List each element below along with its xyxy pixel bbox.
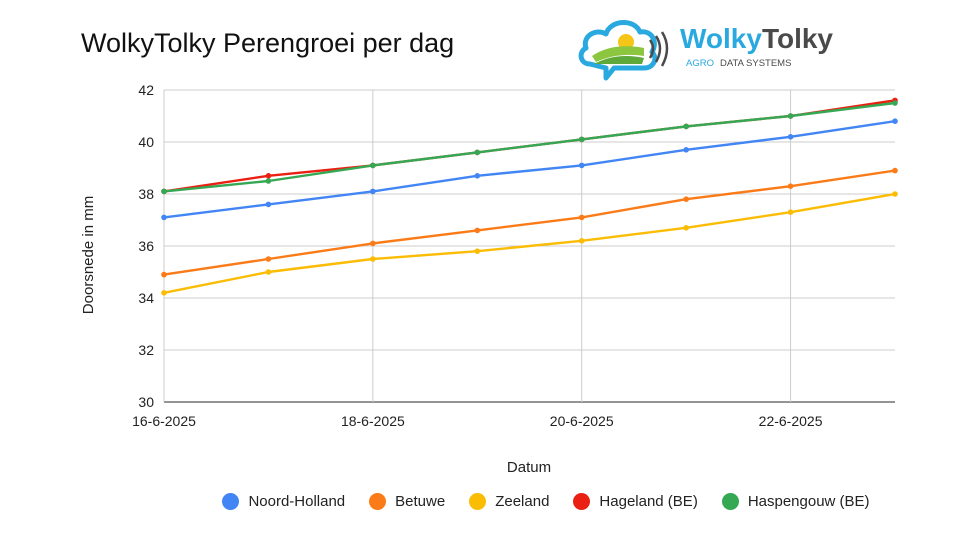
legend-label: Zeeland [495, 492, 550, 510]
data-point-noord-holland [578, 162, 585, 169]
data-point-betuwe [787, 183, 794, 189]
y-tick-label: 38 [138, 186, 154, 202]
y-tick-label: 30 [138, 394, 154, 410]
wolkytolky-logo: WolkyTolky AGRO DATA SYSTEMS [578, 12, 858, 82]
data-point-haspengouw-be [683, 123, 689, 130]
legend-marker [222, 492, 240, 510]
x-tick-label: 20-6-2025 [550, 413, 614, 429]
data-point-betuwe [265, 256, 272, 262]
logo-tagline-part2: DATA SYSTEMS [720, 58, 791, 69]
data-point-betuwe [370, 240, 376, 247]
legend-label: Noord-Holland [248, 492, 346, 510]
svg-text:WolkyTolky: WolkyTolky [680, 23, 833, 54]
series-line-haspengouw-be [163, 101, 896, 193]
series-lines [163, 99, 896, 294]
logo-tagline-part1: AGRO [686, 58, 714, 69]
data-point-noord-holland [474, 173, 481, 179]
y-tick-label: 40 [138, 134, 154, 150]
y-axis-ticks: 30 32 34 36 38 40 42 [138, 82, 154, 410]
y-tick-label: 32 [138, 342, 154, 358]
data-point-betuwe [892, 167, 898, 174]
data-point-betuwe [474, 227, 481, 234]
data-point-noord-holland [787, 134, 794, 140]
data-point-noord-holland [370, 188, 376, 195]
legend: Noord-Holland Betuwe Zeeland Hageland (BE) H… [0, 488, 960, 514]
data-point-zeeland [161, 290, 167, 296]
legend-item-haspengouw-be: Haspengouw (BE) [721, 488, 870, 514]
logo-name-part1: Wolky [680, 23, 762, 54]
legend-marker [573, 492, 591, 510]
data-point-betuwe [161, 271, 167, 278]
data-point-zeeland [683, 225, 689, 231]
data-point-noord-holland [892, 118, 898, 124]
legend-label: Hageland (BE) [599, 492, 698, 510]
data-point-hageland-be [265, 173, 272, 179]
legend-item-zeeland: Zeeland [469, 488, 549, 514]
data-point-haspengouw-be [578, 136, 585, 143]
x-axis-ticks: 16-6-2025 18-6-2025 20-6-2025 22-6-2025 [132, 413, 823, 429]
legend-marker [469, 492, 487, 510]
legend-label: Betuwe [395, 492, 446, 510]
y-axis-title: Doorsnede in mm [80, 196, 97, 314]
x-tick-label: 22-6-2025 [759, 413, 823, 429]
legend-marker [369, 492, 387, 510]
chart-title: WolkyTolky Perengroei per dag [81, 28, 455, 58]
data-point-betuwe [578, 214, 585, 221]
legend-label: Haspengouw (BE) [747, 492, 870, 510]
y-tick-label: 36 [138, 238, 154, 254]
data-point-haspengouw-be [892, 100, 898, 106]
legend-item-hageland-be: Hageland (BE) [573, 488, 698, 514]
x-tick-label: 16-6-2025 [132, 413, 196, 429]
x-axis-title: Datum [507, 459, 551, 476]
legend-item-betuwe: Betuwe [369, 488, 445, 514]
data-point-noord-holland [683, 147, 689, 153]
data-point-zeeland [578, 238, 585, 244]
logo-name-part2: Tolky [762, 23, 833, 54]
data-point-noord-holland [161, 214, 167, 221]
data-point-haspengouw-be [265, 178, 272, 184]
data-point-haspengouw-be [370, 162, 376, 169]
y-tick-label: 42 [138, 82, 154, 98]
data-point-noord-holland [265, 201, 272, 208]
series-line-zeeland [163, 192, 896, 294]
data-point-zeeland [474, 248, 481, 254]
cloud-icon [578, 20, 669, 81]
legend-marker [721, 492, 739, 510]
data-point-haspengouw-be [161, 188, 167, 195]
data-point-haspengouw-be [474, 149, 481, 156]
data-point-haspengouw-be [787, 113, 794, 119]
series-line-noord-holland [163, 120, 896, 219]
data-point-zeeland [265, 269, 272, 275]
series-points [161, 97, 898, 296]
data-point-betuwe [683, 196, 689, 202]
y-tick-label: 34 [138, 290, 154, 306]
data-point-zeeland [370, 256, 376, 262]
series-line-betuwe [163, 169, 896, 276]
legend-item-noord-holland: Noord-Holland [222, 488, 345, 514]
data-point-zeeland [787, 209, 794, 215]
x-tick-label: 18-6-2025 [341, 413, 405, 429]
data-point-zeeland [892, 191, 898, 197]
